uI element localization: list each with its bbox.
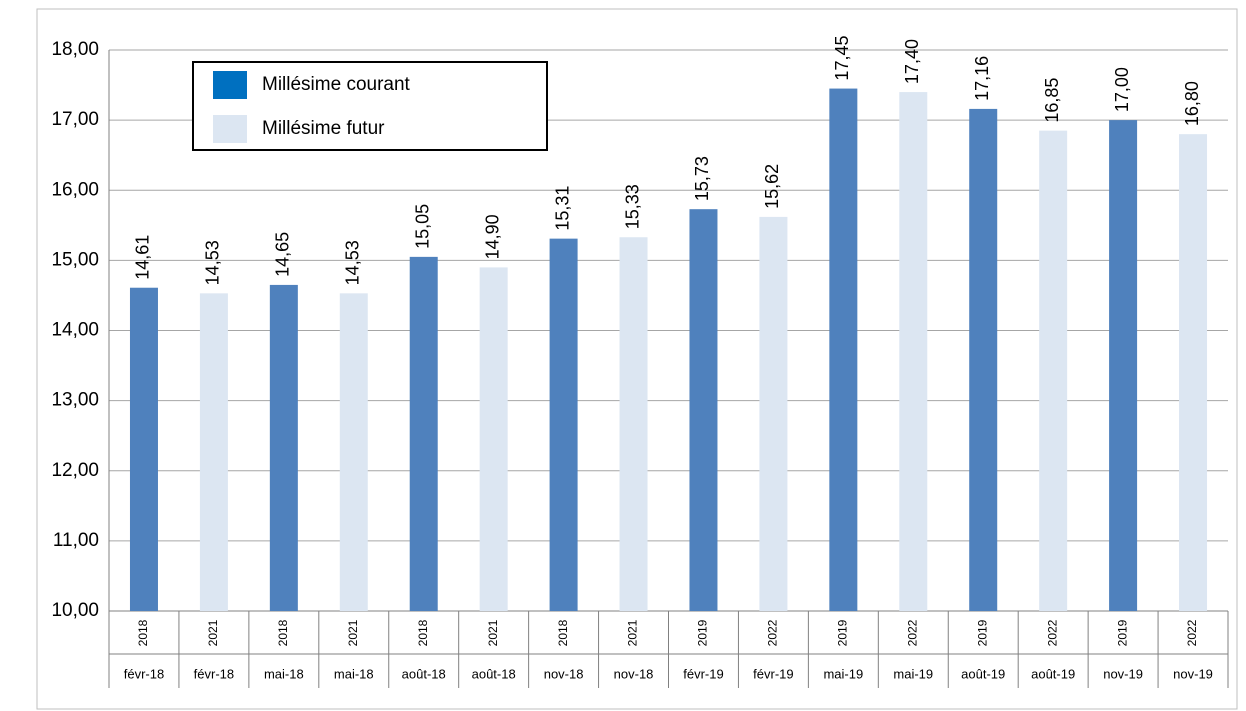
x-subcategory-label: 2021 — [206, 619, 220, 646]
bar — [969, 108, 998, 611]
value-label: 14,53 — [343, 240, 363, 285]
legend-box — [192, 61, 548, 151]
value-label: 15,05 — [412, 204, 432, 249]
x-subcategory-label: 2022 — [1045, 619, 1059, 646]
x-tick-label: mai-19 — [893, 666, 933, 681]
y-tick-label: 10,00 — [51, 600, 99, 621]
x-subcategory-label: 2018 — [276, 619, 290, 646]
legend-swatch — [213, 71, 247, 99]
x-subcategory-label: 2018 — [136, 619, 150, 646]
value-label: 14,53 — [203, 240, 223, 285]
x-tick-label: mai-18 — [264, 666, 304, 681]
x-subcategory-label: 2021 — [346, 619, 360, 646]
bar — [269, 284, 298, 611]
value-label: 15,62 — [762, 164, 782, 209]
value-label: 16,80 — [1182, 81, 1202, 126]
x-tick-label: mai-18 — [334, 666, 374, 681]
y-tick-label: 15,00 — [51, 249, 99, 270]
x-tick-label: août-19 — [961, 666, 1005, 681]
x-subcategory-label: 2019 — [975, 619, 989, 646]
x-tick-label: nov-18 — [614, 666, 654, 681]
bar — [1109, 120, 1138, 611]
y-tick-label: 11,00 — [53, 530, 99, 551]
bar — [129, 287, 158, 611]
value-label: 17,16 — [972, 56, 992, 101]
bar — [619, 237, 648, 611]
x-tick-label: nov-18 — [544, 666, 584, 681]
legend-label: Millésime futur — [262, 118, 385, 139]
y-tick-label: 12,00 — [51, 460, 99, 481]
bar — [689, 209, 718, 611]
bar — [1179, 134, 1208, 611]
x-tick-label: août-19 — [1031, 666, 1075, 681]
x-subcategory-label: 2022 — [766, 619, 780, 646]
x-tick-label: févr-18 — [194, 666, 234, 681]
bar — [409, 256, 438, 611]
bar — [549, 238, 578, 612]
x-subcategory-label: 2018 — [556, 619, 570, 646]
chart-border — [36, 8, 1238, 710]
bar — [479, 267, 508, 611]
y-tick-label: 13,00 — [51, 390, 99, 411]
x-subcategory-label: 2019 — [1115, 619, 1129, 646]
y-tick-label: 16,00 — [51, 179, 99, 200]
x-tick-label: nov-19 — [1103, 666, 1143, 681]
bar — [899, 92, 928, 611]
x-tick-label: août-18 — [402, 666, 446, 681]
bar — [199, 293, 228, 611]
bar — [1039, 130, 1068, 612]
value-label: 14,61 — [133, 235, 153, 280]
x-subcategory-label: 2021 — [626, 619, 640, 646]
x-tick-label: févr-19 — [683, 666, 723, 681]
x-tick-label: févr-18 — [124, 666, 164, 681]
value-label: 14,65 — [273, 232, 293, 277]
x-tick-label: août-18 — [472, 666, 516, 681]
x-subcategory-label: 2021 — [486, 619, 500, 646]
value-label: 14,90 — [482, 214, 502, 259]
x-subcategory-label: 2022 — [905, 619, 919, 646]
x-subcategory-label: 2018 — [416, 619, 430, 646]
x-tick-label: févr-19 — [753, 666, 793, 681]
x-tick-label: mai-19 — [823, 666, 863, 681]
x-subcategory-label: 2019 — [696, 619, 710, 646]
value-label: 17,40 — [902, 39, 922, 84]
legend-label: Millésime courant — [262, 74, 411, 95]
bar — [829, 88, 858, 612]
value-label: 15,33 — [622, 184, 642, 229]
bar — [759, 216, 788, 611]
value-label: 17,45 — [832, 36, 852, 81]
x-tick-label: nov-19 — [1173, 666, 1213, 681]
y-tick-label: 14,00 — [51, 320, 99, 341]
value-label: 15,31 — [552, 186, 572, 231]
bar — [339, 293, 368, 611]
x-subcategory-label: 2019 — [836, 619, 850, 646]
x-subcategory-label: 2022 — [1185, 619, 1199, 646]
value-label: 15,73 — [692, 156, 712, 201]
y-tick-label: 17,00 — [51, 109, 99, 130]
value-label: 16,85 — [1042, 78, 1062, 123]
y-tick-label: 18,00 — [51, 39, 99, 60]
legend-swatch — [213, 115, 247, 143]
value-label: 17,00 — [1112, 67, 1132, 112]
